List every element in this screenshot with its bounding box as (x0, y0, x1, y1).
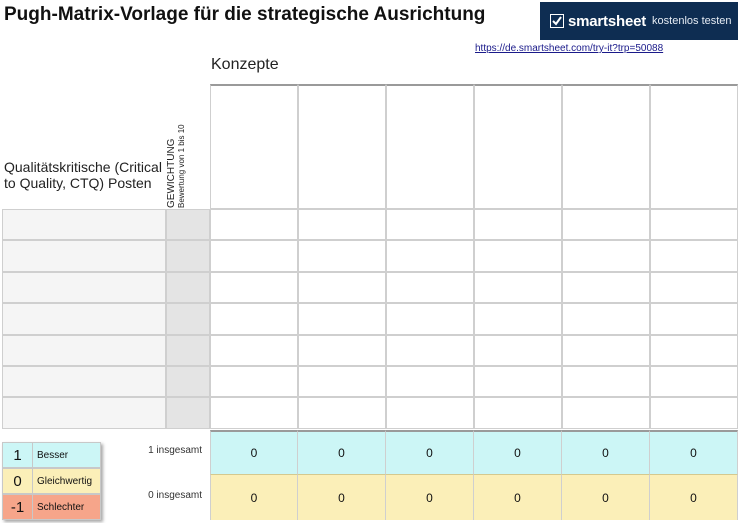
score-cell[interactable] (474, 366, 562, 398)
total-value-cell: 0 (298, 474, 386, 520)
ctq-item-cell[interactable] (2, 271, 166, 304)
weight-cell[interactable] (166, 209, 210, 241)
score-cell[interactable] (650, 209, 738, 241)
ctq-heading: Qualitätskritische (Critical to Quality,… (4, 159, 162, 191)
score-cell[interactable] (298, 366, 386, 398)
weight-cell[interactable] (166, 240, 210, 272)
total-value-cell: 0 (562, 430, 650, 474)
score-cell[interactable] (650, 271, 738, 304)
score-cell[interactable] (650, 303, 738, 335)
score-cell[interactable] (562, 209, 650, 241)
score-cell[interactable] (210, 334, 298, 366)
score-cell[interactable] (298, 240, 386, 272)
concept-header-cell[interactable] (562, 84, 650, 209)
ctq-item-cell[interactable] (2, 240, 166, 272)
weight-cell[interactable] (166, 334, 210, 366)
legend-symbol: 1 (3, 443, 33, 467)
legend: 1 Besser 0 Gleichwertig -1 Schlechter (2, 442, 101, 520)
check-icon (550, 14, 564, 28)
score-cell[interactable] (298, 271, 386, 304)
score-cell[interactable] (562, 334, 650, 366)
score-cell[interactable] (562, 271, 650, 304)
score-cell[interactable] (386, 397, 474, 429)
score-cell[interactable] (386, 366, 474, 398)
score-cell[interactable] (210, 271, 298, 304)
score-cell[interactable] (650, 334, 738, 366)
score-cell[interactable] (298, 209, 386, 241)
score-cell[interactable] (298, 397, 386, 429)
score-cell[interactable] (210, 209, 298, 241)
score-cell[interactable] (386, 303, 474, 335)
weight-cell[interactable] (166, 271, 210, 304)
ctq-item-cell[interactable] (2, 209, 166, 241)
score-cell[interactable] (298, 334, 386, 366)
concept-header-cell[interactable] (386, 84, 474, 209)
trial-link[interactable]: https://de.smartsheet.com/try-it?trp=500… (475, 43, 664, 54)
score-cell[interactable] (650, 366, 738, 398)
total-value-cell: 0 (650, 430, 738, 474)
score-cell[interactable] (474, 334, 562, 366)
legend-label: Schlechter (37, 501, 85, 513)
score-cell[interactable] (650, 397, 738, 429)
total-value-cell: 0 (298, 430, 386, 474)
score-cell[interactable] (562, 303, 650, 335)
total-value-cell: 0 (386, 474, 474, 520)
legend-row-equal: 0 Gleichwertig (2, 468, 101, 494)
weight-cell[interactable] (166, 303, 210, 335)
score-cell[interactable] (474, 271, 562, 304)
page-title: Pugh-Matrix-Vorlage für die strategische… (4, 4, 486, 25)
score-cell[interactable] (386, 209, 474, 241)
total-label-equal: 0 insgesamt (148, 490, 202, 501)
weight-label: GEWICHTUNG (166, 138, 177, 208)
concept-header-cell[interactable] (298, 84, 386, 209)
concept-header-cell[interactable] (474, 84, 562, 209)
total-value-cell: 0 (210, 430, 298, 474)
legend-label: Besser (37, 449, 69, 461)
score-cell[interactable] (386, 240, 474, 272)
ctq-item-cell[interactable] (2, 366, 166, 398)
score-cell[interactable] (474, 240, 562, 272)
score-cell[interactable] (474, 303, 562, 335)
score-cell[interactable] (562, 397, 650, 429)
score-cell[interactable] (562, 366, 650, 398)
total-value-cell: 0 (474, 474, 562, 520)
score-cell[interactable] (474, 209, 562, 241)
ctq-item-cell[interactable] (2, 303, 166, 335)
brand-name: smartsheet (568, 12, 647, 30)
score-cell[interactable] (386, 334, 474, 366)
legend-row-better: 1 Besser (2, 442, 101, 468)
total-value-cell: 0 (474, 430, 562, 474)
total-value-cell: 0 (650, 474, 738, 520)
total-value-cell: 0 (210, 474, 298, 520)
score-cell[interactable] (210, 303, 298, 335)
weight-cell[interactable] (166, 397, 210, 429)
score-cell[interactable] (210, 366, 298, 398)
legend-label: Gleichwertig (37, 475, 93, 487)
legend-row-worse: -1 Schlechter (2, 494, 101, 520)
total-value-cell: 0 (386, 430, 474, 474)
concept-header-cell[interactable] (210, 84, 298, 209)
legend-symbol: 0 (3, 469, 33, 493)
score-cell[interactable] (650, 240, 738, 272)
concept-header-cell[interactable] (650, 84, 738, 209)
score-cell[interactable] (210, 397, 298, 429)
concepts-heading: Konzepte (211, 56, 279, 73)
score-cell[interactable] (474, 397, 562, 429)
total-label-better: 1 insgesamt (148, 445, 202, 456)
ctq-item-cell[interactable] (2, 397, 166, 429)
trial-cta: kostenlos testen (652, 15, 732, 27)
score-cell[interactable] (210, 240, 298, 272)
total-value-cell: 0 (562, 474, 650, 520)
score-cell[interactable] (562, 240, 650, 272)
score-cell[interactable] (298, 303, 386, 335)
ctq-item-cell[interactable] (2, 334, 166, 366)
legend-symbol: -1 (3, 495, 33, 519)
weight-sublabel: Bewertung von 1 bis 10 (177, 124, 186, 208)
weight-cell[interactable] (166, 366, 210, 398)
score-cell[interactable] (386, 271, 474, 304)
smartsheet-trial-banner[interactable]: smartsheet kostenlos testen (540, 2, 738, 40)
